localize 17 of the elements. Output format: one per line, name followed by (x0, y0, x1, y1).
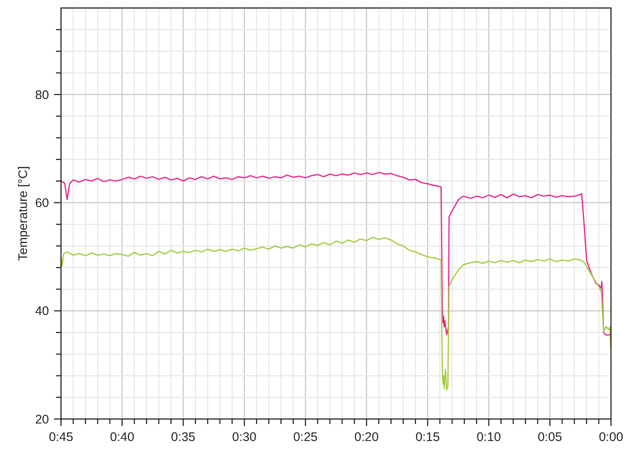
x-tick-label: 0:45 (48, 430, 74, 444)
line-series (60, 236, 612, 390)
x-tick-label: 0:00 (598, 430, 624, 444)
x-tick-label: 0:35 (171, 430, 196, 444)
x-tick-label: 0:30 (232, 430, 257, 444)
x-tick-label: 0:10 (476, 430, 501, 444)
x-tick-label: 0:20 (354, 430, 379, 444)
y-tick-label: 80 (35, 88, 50, 102)
x-tick-label: 0:40 (110, 430, 134, 444)
y-tick-label: 60 (35, 196, 50, 210)
line-series (60, 172, 612, 336)
x-tick-label: 0:15 (415, 430, 440, 444)
x-tick-label: 0:25 (293, 430, 318, 444)
y-tick-label: 40 (35, 304, 50, 318)
y-tick-label: 20 (35, 412, 50, 426)
x-tick-label: 0:05 (538, 430, 562, 444)
y-axis-title: Temperature [°C] (16, 166, 30, 261)
